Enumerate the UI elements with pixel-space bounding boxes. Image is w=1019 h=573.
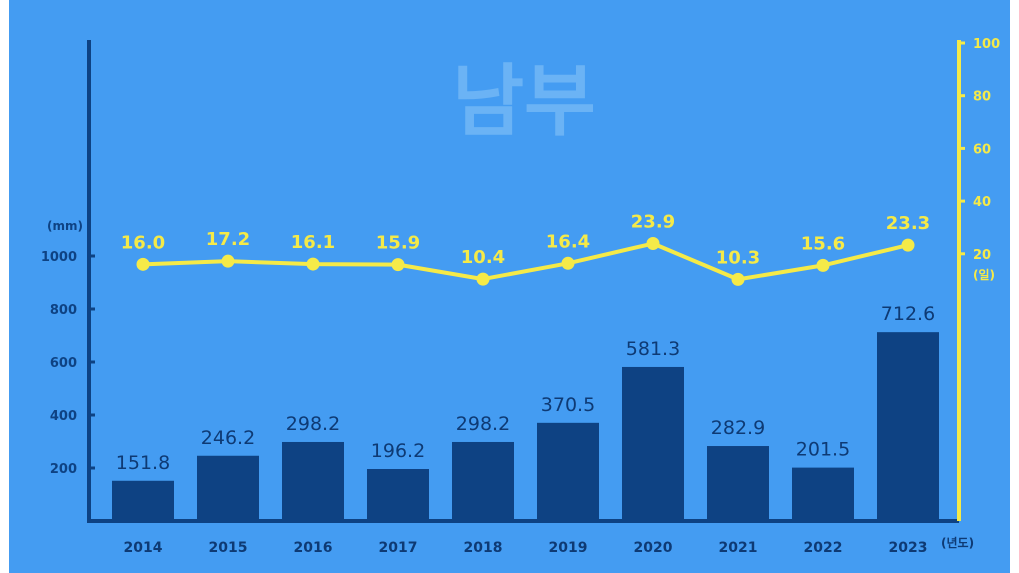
line-value-label: 16.1 [291, 232, 335, 253]
bar [537, 422, 599, 521]
left-tick-label: 400 [50, 409, 77, 424]
bar [367, 469, 429, 521]
x-tick-label: 2021 [719, 540, 758, 556]
line-point [561, 256, 575, 270]
line-value-label: 23.9 [631, 212, 675, 233]
bar [112, 480, 174, 521]
line-value-label: 10.3 [716, 247, 760, 268]
x-tick-label: 2015 [209, 540, 248, 556]
bar-value-label: 196.2 [371, 440, 425, 462]
x-tick-label: 2019 [549, 540, 588, 556]
line-value-label: 17.2 [206, 229, 250, 250]
right-tick-label: 40 [973, 195, 991, 210]
bar-value-label: 246.2 [201, 427, 255, 449]
bar [792, 467, 854, 521]
bar [282, 441, 344, 521]
bar [877, 332, 939, 521]
line-value-label: 23.3 [886, 213, 930, 234]
right-tick-label: 20 [973, 248, 991, 263]
bar-value-label: 298.2 [456, 413, 510, 435]
chart-canvas: 남부 (mm) 200 400 600 800 1000 20 40 60 80 100 (일) 151.… [41, 37, 1000, 556]
x-tick-label: 2014 [124, 540, 163, 556]
line-point [901, 238, 915, 252]
line-value-label: 15.9 [376, 233, 420, 254]
x-tick-label: 2017 [379, 540, 418, 556]
left-tick-label: 800 [50, 303, 77, 318]
line-point [306, 257, 320, 271]
right-tick-label: 80 [973, 90, 991, 105]
bar-value-label: 370.5 [541, 394, 595, 416]
right-tick-label: 100 [973, 37, 1000, 52]
left-tick-label: 200 [50, 462, 77, 477]
bar [452, 441, 514, 521]
x-tick-label: 2018 [464, 540, 503, 556]
bar-value-label: 581.3 [626, 338, 680, 360]
x-tick-label: 2022 [804, 540, 843, 556]
x-tick-label: 2020 [634, 540, 673, 556]
left-tick-label: 600 [50, 356, 77, 371]
right-tick-label: 60 [973, 142, 991, 157]
line-point [391, 258, 405, 272]
line-point [136, 257, 150, 271]
right-axis-unit: (일) [973, 268, 995, 282]
line-point [221, 254, 235, 268]
bar-value-label: 151.8 [116, 452, 170, 474]
line-point [646, 237, 660, 251]
line-point [816, 258, 830, 272]
bar-value-label: 298.2 [286, 413, 340, 435]
bar-value-label: 201.5 [796, 439, 850, 461]
bar [197, 455, 259, 521]
bar-value-label: 712.6 [881, 303, 935, 325]
chart-frame: 남부 (mm) 200 400 600 800 1000 20 40 60 80 100 (일) 151.… [9, 0, 1010, 573]
x-tick-label: 2023 [889, 540, 928, 556]
line-series [142, 241, 909, 282]
x-axis-unit: (년도) [941, 536, 974, 550]
chart-title: 남부 [452, 57, 596, 147]
bar-value-label: 282.9 [711, 417, 765, 439]
bar [707, 446, 769, 521]
line-value-label: 16.0 [121, 232, 165, 253]
line-point [731, 272, 745, 286]
left-axis-unit: (mm) [47, 219, 83, 233]
line-value-label: 15.6 [801, 233, 845, 254]
left-tick-label: 1000 [41, 250, 77, 265]
bar [622, 366, 684, 521]
line-value-label: 16.4 [546, 231, 590, 252]
line-point [476, 272, 490, 286]
x-tick-label: 2016 [294, 540, 333, 556]
line-value-label: 10.4 [461, 247, 505, 268]
